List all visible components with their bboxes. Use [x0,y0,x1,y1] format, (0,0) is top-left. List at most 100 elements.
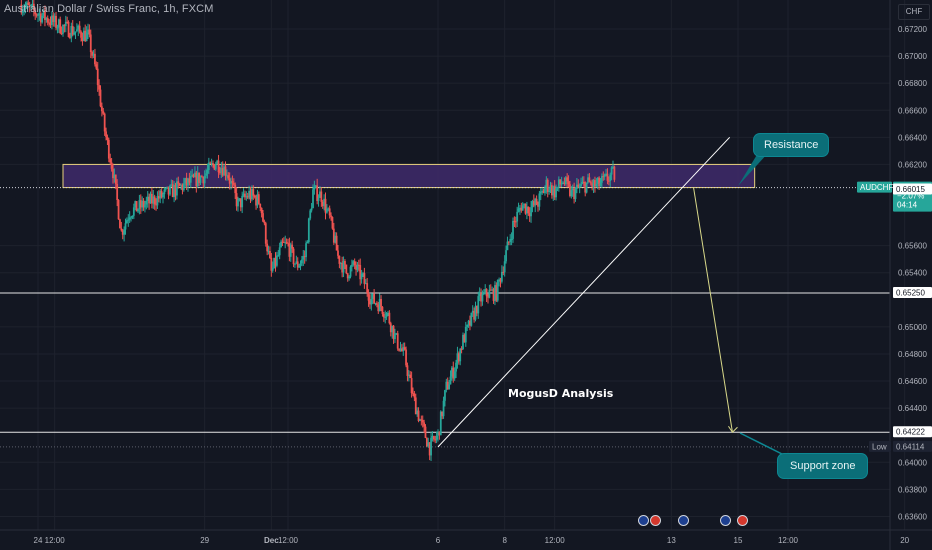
candle-body [606,173,609,181]
candle-body [349,266,352,277]
candle-body [106,136,109,140]
candle-body [520,207,523,211]
candle-body [521,205,524,211]
candle-body [150,193,153,204]
candle-body [52,15,55,22]
candle-body [480,293,482,302]
candle-body [85,32,88,42]
candle-body [280,241,282,248]
candle-body [173,185,176,198]
au-flag-icon[interactable] [720,515,731,526]
candle-body [241,195,244,208]
au-flag-icon[interactable] [638,515,649,526]
candle-body [59,19,62,34]
time-tick-label: 29 [200,536,209,545]
candle-body [425,437,428,447]
candle-body [574,189,577,199]
ch-flag-icon[interactable] [737,515,748,526]
candle-body [292,248,295,265]
candle-body [139,200,142,208]
projection-arrow-head [728,425,738,434]
candle-body [184,178,187,184]
price-tick-label: 0.67000 [898,52,927,61]
candle-body [88,29,91,35]
candle-body [427,442,430,447]
candle-body [499,279,502,282]
candle-body [281,241,284,243]
candle-body [137,209,139,212]
candle-body [127,219,130,221]
candle-body [378,298,381,312]
ch-flag-icon[interactable] [650,515,661,526]
candle-body [375,303,378,305]
candle-body [70,26,73,38]
projection-arrow [693,187,733,433]
candle-body [155,204,157,206]
candle-body [538,193,541,207]
candle-body [445,381,448,391]
candle-body [491,289,494,291]
drawings-layer [437,136,791,459]
candle-body [337,250,339,256]
candle-body [470,312,473,326]
candle-body [174,185,177,196]
candle-body [534,198,537,206]
candle-body [567,181,570,185]
candle-body [252,189,255,196]
candle-body [128,217,131,220]
candle-body [271,268,274,271]
candle-body [510,238,513,240]
candle-body [316,185,319,202]
candle-body [73,32,76,35]
candle-body [195,172,198,187]
candle-body [457,353,460,362]
candle-body [78,25,81,32]
candle-body [238,198,241,200]
candle-body [105,131,107,137]
au-flag-icon[interactable] [678,515,689,526]
candle-body [306,242,309,244]
candle-body [417,410,420,421]
candle-body [528,213,531,217]
candle-body [314,185,317,187]
candle-body [214,164,217,170]
candle-body [266,243,269,252]
candle-body [407,374,410,376]
candle-body [385,313,388,318]
candle-body [575,184,578,190]
candle-body [592,180,595,187]
candle-body [163,189,166,195]
candle-body [519,207,521,209]
candle-body [496,279,499,301]
candle-body [45,17,48,20]
candle-body [299,263,302,266]
analysis-label: MogusD Analysis [508,387,614,400]
candle-body [377,304,380,312]
candle-body [142,200,145,208]
price-badges-layer: AUDCHF0.66029−2.07%04:140.660150.652500.… [857,181,932,452]
candle-body [248,190,251,198]
candle-body [48,22,51,24]
candle-body [498,279,501,281]
candle-body [341,262,344,273]
candle-body [232,182,235,185]
candle-body [345,264,348,274]
candle-body [503,261,506,273]
candle-body [387,312,389,314]
candle-body [230,180,232,184]
candles-layer [20,0,616,461]
currency-badge[interactable]: CHF [898,4,930,20]
candle-body [64,21,67,27]
level-badge-bg [893,426,932,438]
candle-body [38,13,41,15]
candle-body [62,25,64,34]
candle-body [607,180,610,182]
candle-body [484,289,487,294]
resistance-callout-pointer [738,153,768,186]
candle-body [421,419,424,423]
candle-body [225,175,228,177]
candle-body [444,390,446,401]
candle-body [287,242,289,244]
candle-body [53,15,56,22]
